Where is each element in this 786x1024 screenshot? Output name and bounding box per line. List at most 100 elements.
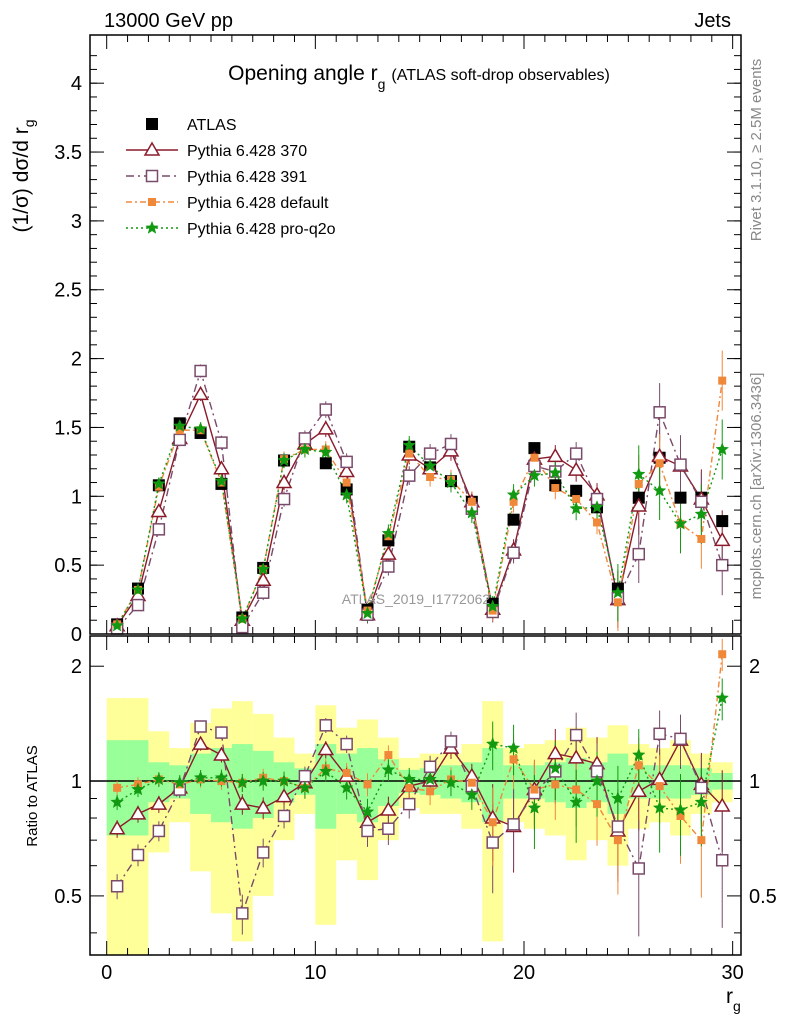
x-tick-label: 0 — [101, 962, 112, 984]
line-pythia-6-428-391 — [116, 368, 723, 630]
ratio-point-pythia-6-428-pro-q2o — [423, 772, 437, 786]
ratio-line-pythia-6-428-pro-q2o — [116, 697, 723, 814]
chart-title: Opening angle rg (ATLAS soft-drop observa… — [228, 62, 610, 92]
legend-marker-pythia-6-428-pro-q2o — [145, 220, 159, 234]
point-pythia-6-428-391 — [194, 364, 207, 378]
ratio-point-pythia-6-428-pro-q2o — [631, 747, 646, 761]
y-axis-label-ratio: Ratio to ATLAS — [24, 745, 41, 846]
point-atlas — [507, 513, 520, 526]
point-atlas — [674, 491, 687, 504]
watermark: ATLAS_2019_I1772062 — [342, 591, 491, 607]
point-pythia-6-428-default — [718, 376, 727, 385]
ratio-point-pythia-6-428-default — [509, 755, 518, 764]
legend-label-pythia-6-428-pro-q2o: Pythia 6.428 pro-q2o — [187, 221, 336, 238]
ratio-point-pythia-6-428-pro-q2o — [110, 795, 124, 809]
top-panel-frame — [89, 34, 742, 635]
ratio-point-pythia-6-428-default — [467, 778, 476, 787]
ratio-point-pythia-6-428-391 — [569, 728, 583, 742]
point-pythia-6-428-default — [342, 478, 351, 487]
point-pythia-6-428-pro-q2o — [590, 500, 604, 514]
point-pythia-6-428-391 — [319, 403, 333, 416]
point-atlas — [716, 515, 729, 528]
point-pythia-6-428-391 — [131, 598, 145, 612]
point-pythia-6-428-391 — [507, 546, 520, 560]
ratio-point-pythia-6-428-pro-q2o — [152, 772, 166, 786]
corner-label-right: Jets — [694, 10, 731, 32]
ratio-point-pythia-6-428-391 — [507, 818, 520, 831]
point-atlas — [528, 442, 541, 455]
ratio-point-pythia-6-428-370 — [213, 746, 230, 761]
ratio-point-pythia-6-428-370 — [567, 749, 585, 764]
ratio-point-pythia-6-428-391 — [423, 760, 437, 774]
ratio-point-pythia-6-428-default — [363, 780, 372, 789]
series-markers — [108, 364, 731, 920]
ratio-point-pythia-6-428-default — [572, 785, 581, 794]
ratio-point-pythia-6-428-370 — [275, 788, 293, 803]
point-pythia-6-428-default — [634, 479, 643, 488]
legend: ATLAS Pythia 6.428 370 Pythia 6.428 391 Pyt… — [126, 117, 336, 238]
ratio-point-pythia-6-428-370 — [317, 740, 335, 756]
x-tick-label: 30 — [722, 962, 744, 984]
y-tick-label: 4 — [71, 73, 82, 95]
ratio-point-pythia-6-428-391 — [611, 820, 625, 833]
ratio-point-pythia-6-428-pro-q2o — [527, 800, 542, 814]
point-pythia-6-428-pro-q2o — [298, 442, 312, 456]
legend-label-atlas: ATLAS — [187, 117, 237, 134]
ratio-point-pythia-6-428-391 — [715, 854, 729, 867]
y-axis-label-top: (1/σ) dσ/d rg — [10, 119, 37, 232]
point-pythia-6-428-391 — [674, 458, 687, 471]
band-green — [315, 744, 337, 829]
legend-marker-pythia-6-428-391 — [145, 169, 159, 183]
ratio-panel-frame — [89, 635, 742, 956]
point-pythia-6-428-default — [405, 449, 414, 458]
y-tick-label: 3.5 — [54, 142, 82, 164]
point-pythia-6-428-pro-q2o — [444, 475, 458, 489]
line-pythia-6-428-default — [116, 380, 723, 625]
ratio-point-pythia-6-428-pro-q2o — [444, 775, 458, 789]
legend-marker-atlas — [146, 118, 158, 130]
point-pythia-6-428-pro-q2o — [402, 438, 417, 452]
ratio-point-pythia-6-428-391 — [131, 848, 145, 862]
side-label-rivet: Rivet 3.1.10, ≥ 2.5M events — [748, 59, 765, 242]
ratio-point-pythia-6-428-default — [342, 768, 351, 777]
point-pythia-6-428-pro-q2o — [381, 526, 396, 540]
ratio-point-pythia-6-428-370 — [129, 805, 147, 820]
point-pythia-6-428-pro-q2o — [423, 458, 437, 472]
ratio-point-pythia-6-428-pro-q2o — [298, 780, 312, 794]
point-pythia-6-428-default — [613, 598, 622, 607]
ratio-point-pythia-6-428-pro-q2o — [569, 795, 583, 809]
title-main: Opening angle r — [228, 62, 377, 85]
ratio-point-pythia-6-428-default — [718, 650, 727, 659]
point-pythia-6-428-pro-q2o — [110, 618, 124, 632]
ratio-point-pythia-6-428-default — [676, 811, 685, 820]
point-pythia-6-428-370 — [317, 420, 335, 435]
ratio-point-pythia-6-428-default — [655, 782, 664, 791]
point-pythia-6-428-370 — [546, 447, 564, 463]
point-pythia-6-428-pro-q2o — [235, 611, 250, 625]
point-pythia-6-428-391 — [277, 492, 291, 506]
ratio-point-pythia-6-428-370 — [713, 797, 731, 812]
point-pythia-6-428-391 — [632, 547, 646, 561]
ratio-point-pythia-6-428-pro-q2o — [339, 780, 354, 794]
ratio-point-pythia-6-428-pro-q2o — [256, 773, 271, 787]
ratio-point-pythia-6-428-pro-q2o — [506, 740, 521, 754]
ratio-point-pythia-6-428-pro-q2o — [673, 802, 688, 816]
point-pythia-6-428-pro-q2o — [631, 467, 646, 481]
ratio-point-pythia-6-428-default — [593, 800, 602, 809]
point-atlas — [570, 484, 583, 497]
x-axis-label: rg — [726, 985, 741, 1014]
ratio-point-pythia-6-428-391 — [194, 720, 207, 733]
uncertainty-bands — [90, 698, 741, 955]
x-tick-label: 20 — [513, 962, 535, 984]
point-pythia-6-428-pro-q2o — [256, 562, 271, 576]
ratio-point-pythia-6-428-pro-q2o — [360, 804, 375, 818]
ratio-y-tick-label: 2 — [71, 656, 82, 678]
ratio-point-pythia-6-428-default — [113, 783, 122, 792]
y-label-sub: g — [21, 119, 37, 127]
point-pythia-6-428-391 — [173, 433, 186, 447]
point-pythia-6-428-pro-q2o — [652, 483, 667, 497]
point-pythia-6-428-default — [175, 426, 184, 435]
legend-label-pythia-6-428-default: Pythia 6.428 default — [187, 195, 329, 212]
ratio-point-pythia-6-428-default — [488, 818, 497, 827]
